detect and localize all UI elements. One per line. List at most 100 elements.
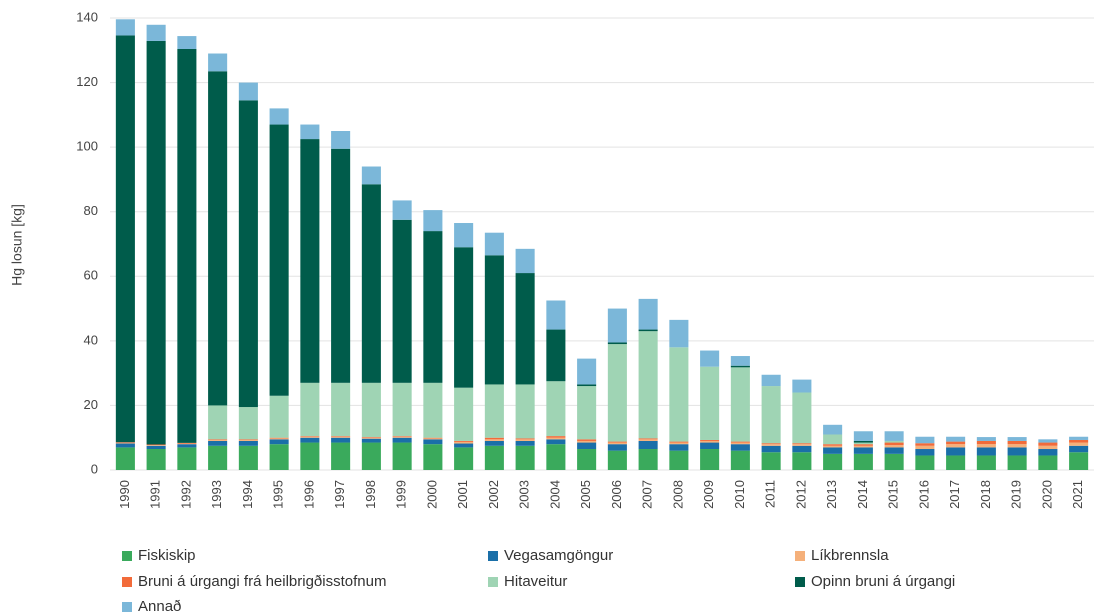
x-tick-label: 2005	[578, 480, 593, 509]
bar-segment	[700, 439, 720, 441]
bar-segment	[761, 444, 781, 446]
bar-segment	[915, 449, 935, 456]
bar-segment	[331, 382, 351, 437]
bar-segment	[331, 442, 351, 470]
bar-segment	[577, 440, 597, 443]
bar-segment	[669, 444, 689, 451]
x-tick-label: 1998	[363, 480, 378, 509]
bar-segment	[300, 436, 320, 437]
bar-segment	[638, 331, 658, 439]
bar-segment	[1007, 447, 1027, 456]
x-tick-label: 2004	[547, 480, 562, 509]
bar-segment	[884, 440, 904, 443]
bar-segment	[884, 431, 904, 441]
legend-label: Annað	[138, 598, 181, 615]
y-tick-label: 100	[76, 139, 98, 154]
bar-segment	[884, 445, 904, 448]
x-tick-label: 2015	[886, 480, 901, 509]
bar-segment	[700, 449, 720, 470]
bar-segment	[669, 442, 689, 445]
x-tick-label: 2006	[609, 480, 624, 509]
x-tick-label: 2003	[517, 480, 532, 509]
legend-label: Bruni á úrgangi frá heilbrigðisstofnum	[138, 573, 386, 590]
bar-segment	[515, 445, 535, 470]
bar-segment	[208, 405, 228, 440]
bar-segment	[208, 439, 228, 440]
bar-segment	[577, 358, 597, 385]
bar-segment	[546, 444, 566, 470]
legend-label: Opinn bruni á úrgangi	[811, 573, 955, 590]
bar-segment	[1069, 452, 1089, 470]
bar-segment	[946, 436, 966, 442]
legend-swatch	[122, 602, 132, 612]
bar-segment	[423, 444, 443, 470]
bar-segment	[638, 449, 658, 470]
y-tick-label: 20	[84, 397, 98, 412]
bar-segment	[730, 450, 750, 470]
bar-segment	[146, 445, 166, 450]
bar-segment	[300, 124, 320, 140]
y-axis-label: Hg losun [kg]	[9, 204, 25, 286]
bar-segment	[946, 455, 966, 470]
bar-segment	[823, 445, 843, 448]
x-tick-label: 2019	[1009, 480, 1024, 509]
bar-segment	[976, 440, 996, 445]
bar-segment	[484, 232, 504, 256]
bar-segment	[484, 445, 504, 470]
bar-segment	[700, 350, 720, 367]
bar-segment	[823, 447, 843, 454]
bar-segment	[1007, 440, 1027, 445]
bar-segment	[577, 449, 597, 470]
bar-segment	[607, 442, 627, 445]
bar-segment	[853, 444, 873, 446]
bar-segment	[730, 356, 750, 366]
bar-segment	[577, 386, 597, 440]
x-tick-label: 1991	[148, 480, 163, 509]
bar-segment	[638, 298, 658, 330]
bar-segment	[823, 453, 843, 470]
bar-segment	[853, 440, 873, 443]
bar-segment	[823, 434, 843, 445]
bar-segment	[915, 436, 935, 444]
bar-segment	[730, 365, 750, 368]
bar-segment	[823, 424, 843, 435]
bar-segment	[115, 447, 135, 470]
bar-segment	[853, 447, 873, 454]
bar-segment	[1038, 445, 1058, 450]
x-tick-label: 2001	[455, 480, 470, 509]
x-tick-label: 2007	[640, 480, 655, 509]
bar-segment	[238, 82, 258, 101]
bar-segment	[269, 395, 289, 438]
bar-segment	[577, 384, 597, 387]
bar-segment	[884, 453, 904, 470]
bar-segment	[823, 444, 843, 446]
x-tick-label: 1992	[178, 480, 193, 509]
bar-segment	[177, 442, 197, 444]
bar-segment	[1038, 442, 1058, 446]
bar-segment	[423, 231, 443, 383]
bar-segment	[638, 329, 658, 332]
bar-segment	[946, 441, 966, 445]
bar-segment	[976, 447, 996, 456]
bar-segment	[392, 437, 412, 443]
bar-segment	[177, 443, 197, 445]
bar-segment	[730, 441, 750, 443]
x-tick-label: 2000	[424, 480, 439, 509]
legend-swatch	[122, 551, 132, 561]
bar-segment	[761, 386, 781, 444]
bar-segment	[792, 452, 812, 470]
x-tick-label: 2002	[486, 480, 501, 509]
bar-segment	[761, 443, 781, 445]
bar-segment	[484, 440, 504, 446]
bar-segment	[300, 442, 320, 470]
legend-swatch	[488, 551, 498, 561]
bar-segment	[177, 447, 197, 470]
bar-segment	[1038, 439, 1058, 443]
legend-label: Vegasamgöngur	[504, 547, 613, 564]
bar-segment	[607, 308, 627, 343]
bar-segment	[577, 442, 597, 450]
bar-segment	[484, 437, 504, 440]
bar-segment	[853, 453, 873, 470]
x-tick-label: 2013	[824, 480, 839, 509]
x-tick-label: 2017	[947, 480, 962, 509]
